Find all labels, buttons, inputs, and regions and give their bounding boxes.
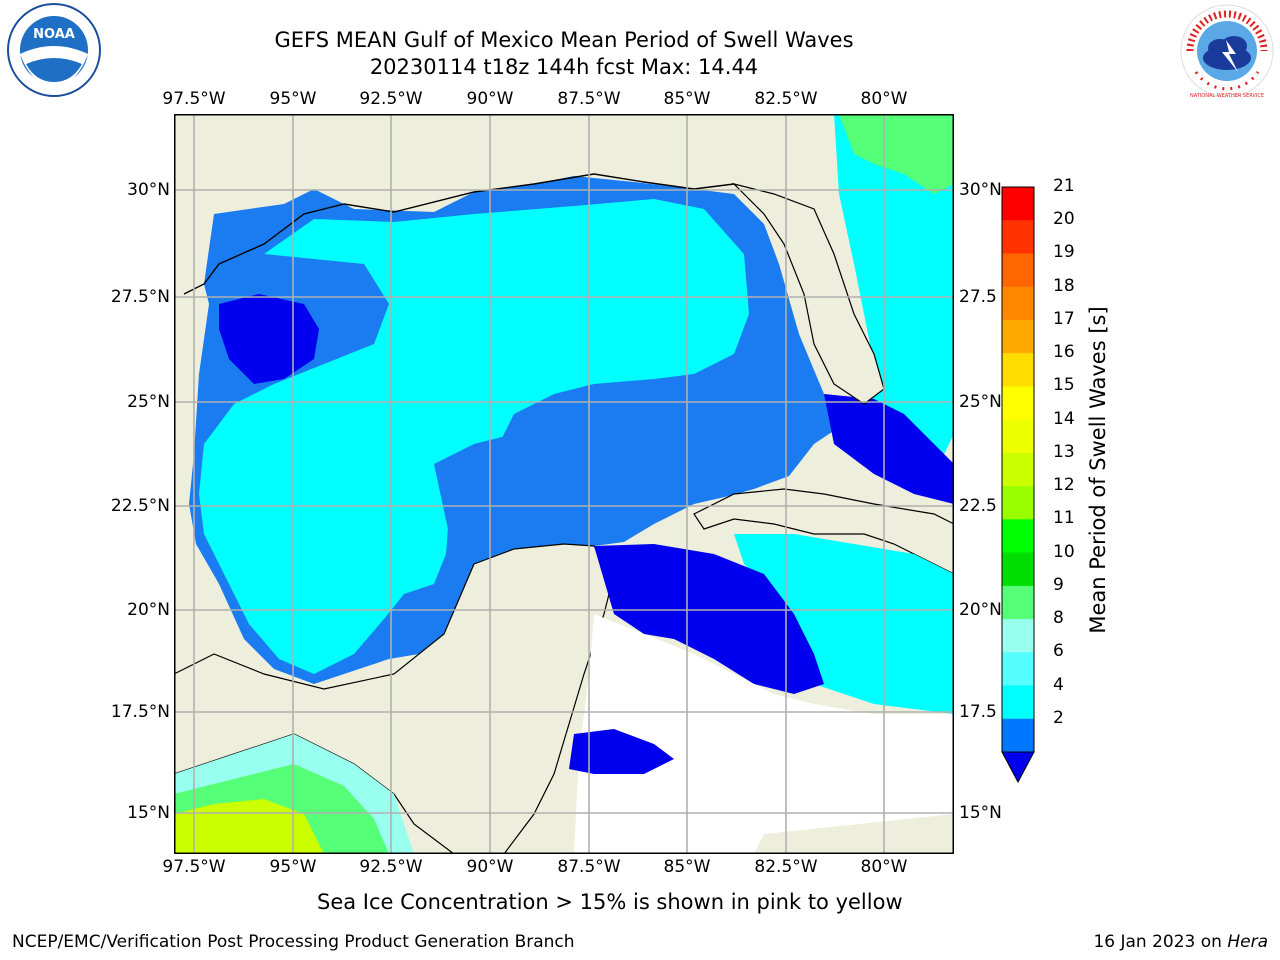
gulf-coastline: [183, 173, 735, 295]
map-frame: [174, 114, 954, 854]
colorbar-segment: [1002, 552, 1034, 587]
gulf-blue-band: [434, 384, 704, 554]
footer-machine: Hera: [1227, 932, 1268, 952]
lat-label-left: 17.5°N: [110, 702, 170, 722]
lon-label-bottom: 82.5°W: [754, 857, 818, 877]
lat-label-left: 15°N: [127, 803, 170, 823]
colorbar-segment: [1002, 486, 1034, 520]
east-water-field: [834, 114, 954, 484]
lon-label-bottom: 85°W: [663, 857, 711, 877]
colorbar-tick-label: 11: [1053, 508, 1075, 529]
colorbar-segment: [1002, 519, 1034, 554]
lon-label-top: 97.5°W: [162, 89, 226, 109]
colorbar-tick-label: 12: [1053, 475, 1075, 496]
colorbar-frame: [1001, 186, 1035, 753]
noaa-logo: NOAA: [6, 2, 102, 102]
colorbar-segment: [1002, 452, 1034, 487]
colorbar-tick-label: 17: [1053, 308, 1075, 329]
colorbar-segment: [1002, 220, 1034, 254]
colorbar-tick-label: 14: [1053, 408, 1075, 429]
lon-label-top: 92.5°W: [359, 89, 423, 109]
lon-label-top: 80°W: [860, 89, 908, 109]
colorbar-tick-label: 16: [1053, 342, 1075, 363]
colorbar-segment: [1002, 685, 1034, 720]
footer-date: 16 Jan 2023 on Hera: [1093, 932, 1268, 952]
colorbar-segment: [1002, 253, 1034, 288]
lon-label-top: 87.5°W: [557, 89, 621, 109]
colorbar-tick-label: 8: [1053, 608, 1064, 629]
florida-peninsula: [732, 182, 885, 405]
lat-label-left: 22.5°N: [110, 496, 170, 516]
colorbar-segment: [1002, 353, 1034, 387]
sea-ice-note: Sea Ice Concentration > 15% is shown in …: [317, 890, 903, 914]
east-green-field: [839, 114, 954, 194]
colorbar-segment: [1002, 619, 1034, 653]
colorbar-tick-label: 6: [1053, 641, 1064, 662]
swell-period-map: [174, 114, 954, 854]
colorbar-tick-label: 15: [1053, 375, 1075, 396]
colorbar-segment: [1002, 187, 1034, 221]
colorbar-tick-label: 20: [1053, 209, 1075, 230]
lon-label-bottom: 97.5°W: [162, 857, 226, 877]
lon-label-top: 85°W: [663, 89, 711, 109]
svg-text:NOAA: NOAA: [33, 27, 75, 42]
lon-label-top: 95°W: [269, 89, 317, 109]
colorbar-segment: [1002, 718, 1034, 753]
colorbar-segment: [1002, 419, 1034, 454]
lon-label-bottom: 90°W: [466, 857, 514, 877]
honduras-coast-field: [569, 729, 674, 774]
footer-credit: NCEP/EMC/Verification Post Processing Pr…: [12, 932, 575, 952]
svg-text:NATIONAL WEATHER SERVICE: NATIONAL WEATHER SERVICE: [1190, 93, 1264, 99]
colorbar-tick-label: 4: [1053, 674, 1064, 695]
lon-label-bottom: 92.5°W: [359, 857, 423, 877]
lat-label-right: 20°N: [959, 600, 1002, 620]
map-subtitle: 20230114 t18z 144h fcst Max: 14.44: [369, 55, 759, 79]
lat-label-left: 27.5°N: [110, 287, 170, 307]
colorbar-tick-label: 9: [1053, 574, 1064, 595]
lat-label-right: 25°N: [959, 392, 1002, 412]
footer-date-text: 16 Jan 2023 on: [1093, 932, 1228, 952]
gulf-darkblue-patch: [219, 294, 319, 384]
colorbar-segment: [1002, 286, 1034, 321]
colorbar-tick-label: 21: [1053, 176, 1075, 196]
lon-label-top: 90°W: [466, 89, 514, 109]
lat-label-right: 22.5: [959, 496, 997, 516]
lat-label-right: 27.5: [959, 287, 997, 307]
gulf-cyan-zone: [199, 199, 749, 674]
graticule: [174, 114, 954, 854]
colorbar-tick-label: 19: [1053, 242, 1075, 263]
lat-label-left: 30°N: [127, 180, 170, 200]
no-data-region: [574, 614, 954, 854]
lon-label-bottom: 80°W: [860, 857, 908, 877]
lon-label-top: 82.5°W: [754, 89, 818, 109]
caribbean-field: [734, 534, 954, 714]
colorbar-segment: [1002, 386, 1034, 421]
colorbar-title: Mean Period of Swell Waves [s]: [1086, 306, 1110, 634]
lat-label-right: 30°N: [959, 180, 1002, 200]
colorbar-tick-label: 18: [1053, 275, 1075, 296]
lon-label-bottom: 95°W: [269, 857, 317, 877]
lon-label-bottom: 87.5°W: [557, 857, 621, 877]
colorbar-segment: [1002, 585, 1034, 620]
lat-label-right: 17.5: [959, 702, 997, 722]
colorbar: [1001, 186, 1035, 784]
colorbar-segment: [1002, 652, 1034, 687]
lat-label-left: 20°N: [127, 600, 170, 620]
caribbean-darkblue: [594, 544, 824, 694]
lat-label-left: 25°N: [127, 392, 170, 412]
colorbar-segment: [1002, 319, 1034, 354]
map-title: GEFS MEAN Gulf of Mexico Mean Period of …: [274, 28, 854, 52]
colorbar-under-arrow: [1001, 751, 1035, 784]
colorbar-tick-label: 2: [1053, 707, 1064, 728]
nws-logo: NATIONAL WEATHER SERVICE: [1178, 2, 1276, 104]
colorbar-tick-label: 13: [1053, 441, 1075, 462]
colorbar-tick-label: 10: [1053, 541, 1075, 562]
lat-label-right: 15°N: [959, 803, 1002, 823]
florida-strait: [824, 394, 954, 504]
